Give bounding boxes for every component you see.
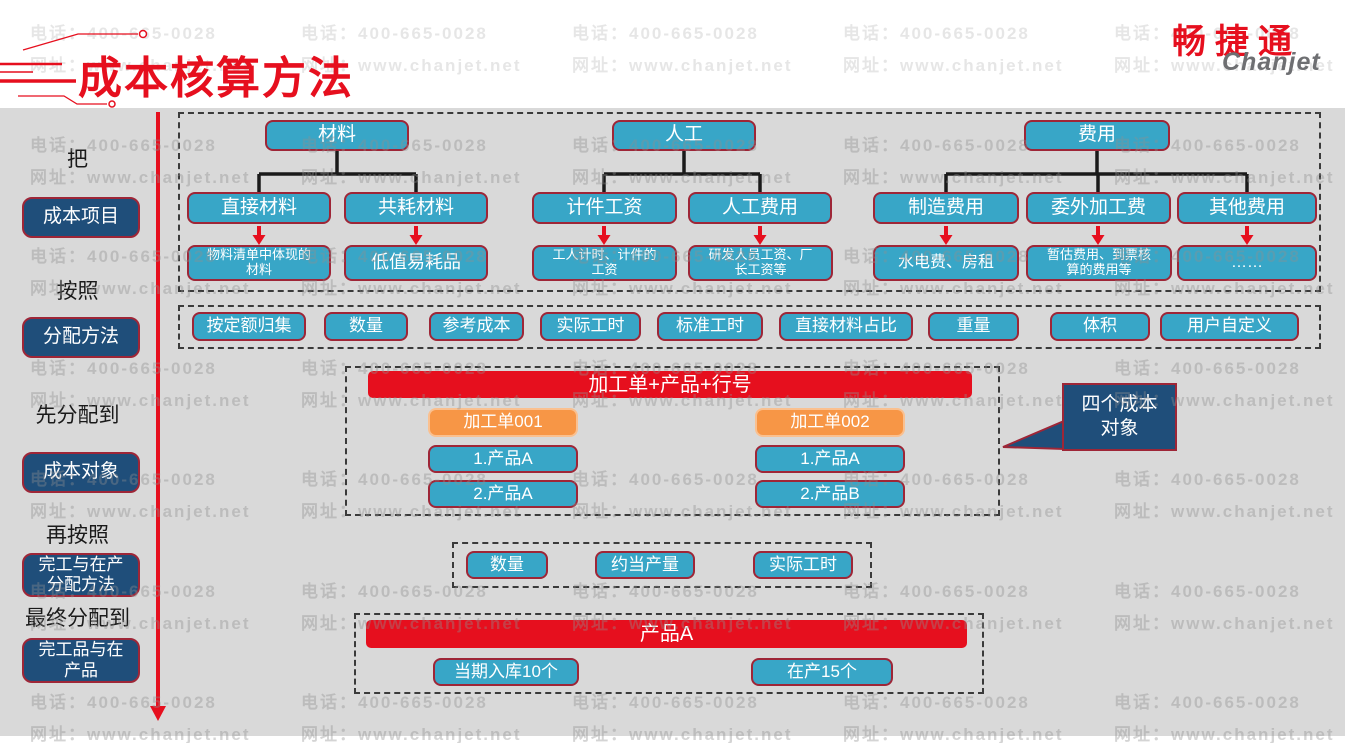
tree-node: 共耗材料 bbox=[344, 192, 488, 224]
method-box: 标准工时 bbox=[657, 312, 763, 341]
method-box: 重量 bbox=[928, 312, 1019, 341]
sidebar-box-finished-wip: 完工品与在 产品 bbox=[22, 638, 140, 683]
method-box: 按定额归集 bbox=[192, 312, 306, 341]
tree-node: 计件工资 bbox=[532, 192, 677, 224]
final-item-box: 在产15个 bbox=[751, 658, 893, 686]
work-order-box: 加工单002 bbox=[755, 408, 905, 437]
tree-root-expense: 费用 bbox=[1024, 120, 1170, 151]
chanjet-logo-english: Chanjet bbox=[1222, 48, 1321, 76]
tree-leaf: 低值易耗品 bbox=[344, 245, 488, 281]
wip-method-box: 数量 bbox=[466, 551, 548, 579]
chanjet-logo-chinese: 畅捷通 bbox=[1172, 23, 1301, 61]
method-box: 数量 bbox=[324, 312, 408, 341]
product-box: 2.产品B bbox=[755, 480, 905, 508]
sidebar-box-allocation-method: 分配方法 bbox=[22, 317, 140, 358]
method-box: 用户自定义 bbox=[1160, 312, 1299, 341]
sidebar-box-cost-item: 成本项目 bbox=[22, 197, 140, 238]
tree-node: 直接材料 bbox=[187, 192, 331, 224]
tree-node: 其他费用 bbox=[1177, 192, 1317, 224]
allocation-methods-section bbox=[178, 305, 1321, 349]
tree-connectors bbox=[257, 151, 1249, 192]
final-allocation-section bbox=[354, 613, 984, 694]
final-item-box: 当期入库10个 bbox=[433, 658, 579, 686]
method-box: 体积 bbox=[1050, 312, 1150, 341]
tree-leaf: 工人计时、计件的 工资 bbox=[532, 245, 677, 281]
wip-methods-section bbox=[452, 542, 872, 588]
cost-objects-header-bar: 加工单+产品+行号 bbox=[368, 371, 972, 398]
tree-node: 人工费用 bbox=[688, 192, 832, 224]
tree-node: 委外加工费 bbox=[1026, 192, 1171, 224]
cost-objects-section bbox=[345, 366, 1000, 516]
tree-leaf: 暂估费用、到票核 算的费用等 bbox=[1026, 245, 1172, 281]
product-box: 1.产品A bbox=[428, 445, 578, 473]
tree-node: 制造费用 bbox=[873, 192, 1019, 224]
tree-leaf: …… bbox=[1177, 245, 1317, 281]
cost-objects-callout: 四个成本 对象 bbox=[1062, 383, 1177, 451]
sidebar-label: 最终分配到 bbox=[25, 607, 130, 630]
product-box: 2.产品A bbox=[428, 480, 578, 508]
header-decoration bbox=[0, 29, 148, 108]
tree-leaf: 水电费、房租 bbox=[873, 245, 1019, 281]
method-box: 参考成本 bbox=[429, 312, 524, 341]
sidebar-box-cost-object: 成本对象 bbox=[22, 452, 140, 493]
wip-method-box: 约当产量 bbox=[595, 551, 695, 579]
sidebar-label: 按照 bbox=[56, 280, 99, 303]
page-title: 成本核算方法 bbox=[78, 54, 354, 103]
sidebar-label: 再按照 bbox=[46, 524, 109, 547]
cost-items-section bbox=[178, 112, 1321, 292]
decoration-circle bbox=[108, 100, 116, 108]
flow-arrow bbox=[150, 112, 166, 721]
sidebar-label: 先分配到 bbox=[35, 404, 120, 427]
callout-tail bbox=[1002, 419, 1065, 451]
tree-leaf: 研发人员工资、厂 长工资等 bbox=[688, 245, 833, 281]
sidebar-label: 把 bbox=[67, 148, 88, 171]
final-product-bar: 产品A bbox=[366, 620, 967, 648]
watermark-text: 电话：400-665-0028 网址：www.chanjet.net bbox=[843, 24, 1064, 75]
red-arrows bbox=[252, 226, 1254, 245]
product-box: 1.产品A bbox=[755, 445, 905, 473]
wip-method-box: 实际工时 bbox=[753, 551, 853, 579]
decoration-circle bbox=[138, 29, 148, 39]
watermark-text: 电话：400-665-0028 网址：www.chanjet.net bbox=[572, 24, 793, 75]
method-box: 直接材料占比 bbox=[779, 312, 913, 341]
tree-root-labor: 人工 bbox=[612, 120, 756, 151]
sidebar-box-wip-method: 完工与在产 分配方法 bbox=[22, 553, 140, 597]
work-order-box: 加工单001 bbox=[428, 408, 578, 437]
method-box: 实际工时 bbox=[540, 312, 641, 341]
tree-root-material: 材料 bbox=[265, 120, 409, 151]
tree-leaf: 物料清单中体现的 材料 bbox=[187, 245, 331, 281]
